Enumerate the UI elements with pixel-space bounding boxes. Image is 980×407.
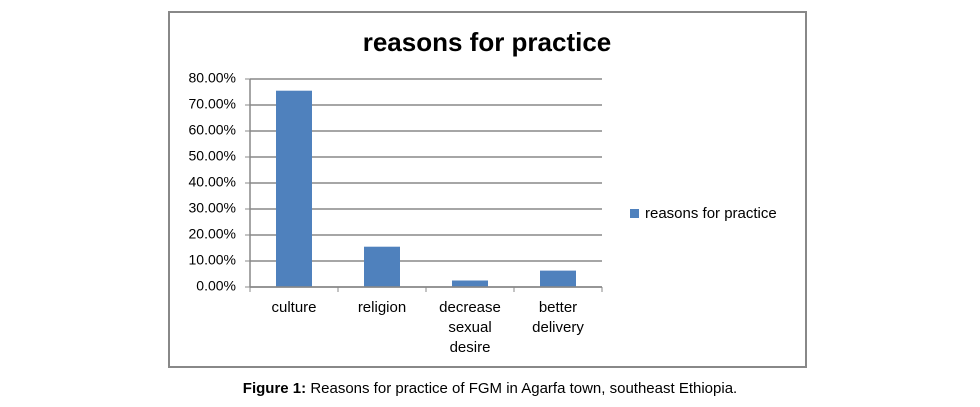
- caption-text: Reasons for practice of FGM in Agarfa to…: [310, 380, 738, 397]
- y-tick-label: 80.00%: [189, 70, 236, 86]
- caption: Figure 1: Reasons for practice of FGM in…: [0, 380, 980, 397]
- x-tick-label: culture: [271, 299, 317, 316]
- legend-swatch: [630, 209, 639, 218]
- x-tick-label: decrease sexual desire: [439, 299, 501, 356]
- y-tick-label: 60.00%: [189, 122, 236, 138]
- bar: [364, 246, 400, 287]
- y-tick-label: 20.00%: [189, 226, 236, 242]
- y-tick-label: 40.00%: [189, 174, 236, 190]
- y-tick-label: 10.00%: [189, 252, 236, 268]
- bar: [276, 90, 312, 287]
- y-tick-label: 50.00%: [189, 148, 236, 164]
- bar: [452, 280, 488, 287]
- y-tick-label: 30.00%: [189, 200, 236, 216]
- chart-frame: [168, 11, 807, 368]
- y-tick-label: 0.00%: [196, 278, 236, 294]
- bar: [540, 270, 576, 287]
- x-tick-label: religion: [357, 299, 407, 316]
- legend-label: reasons for practice: [645, 205, 777, 222]
- x-tick-label: better delivery: [532, 299, 584, 336]
- y-tick-label: 70.00%: [189, 96, 236, 112]
- chart-title: reasons for practice: [363, 27, 612, 57]
- caption-label: Figure 1:: [242, 380, 307, 397]
